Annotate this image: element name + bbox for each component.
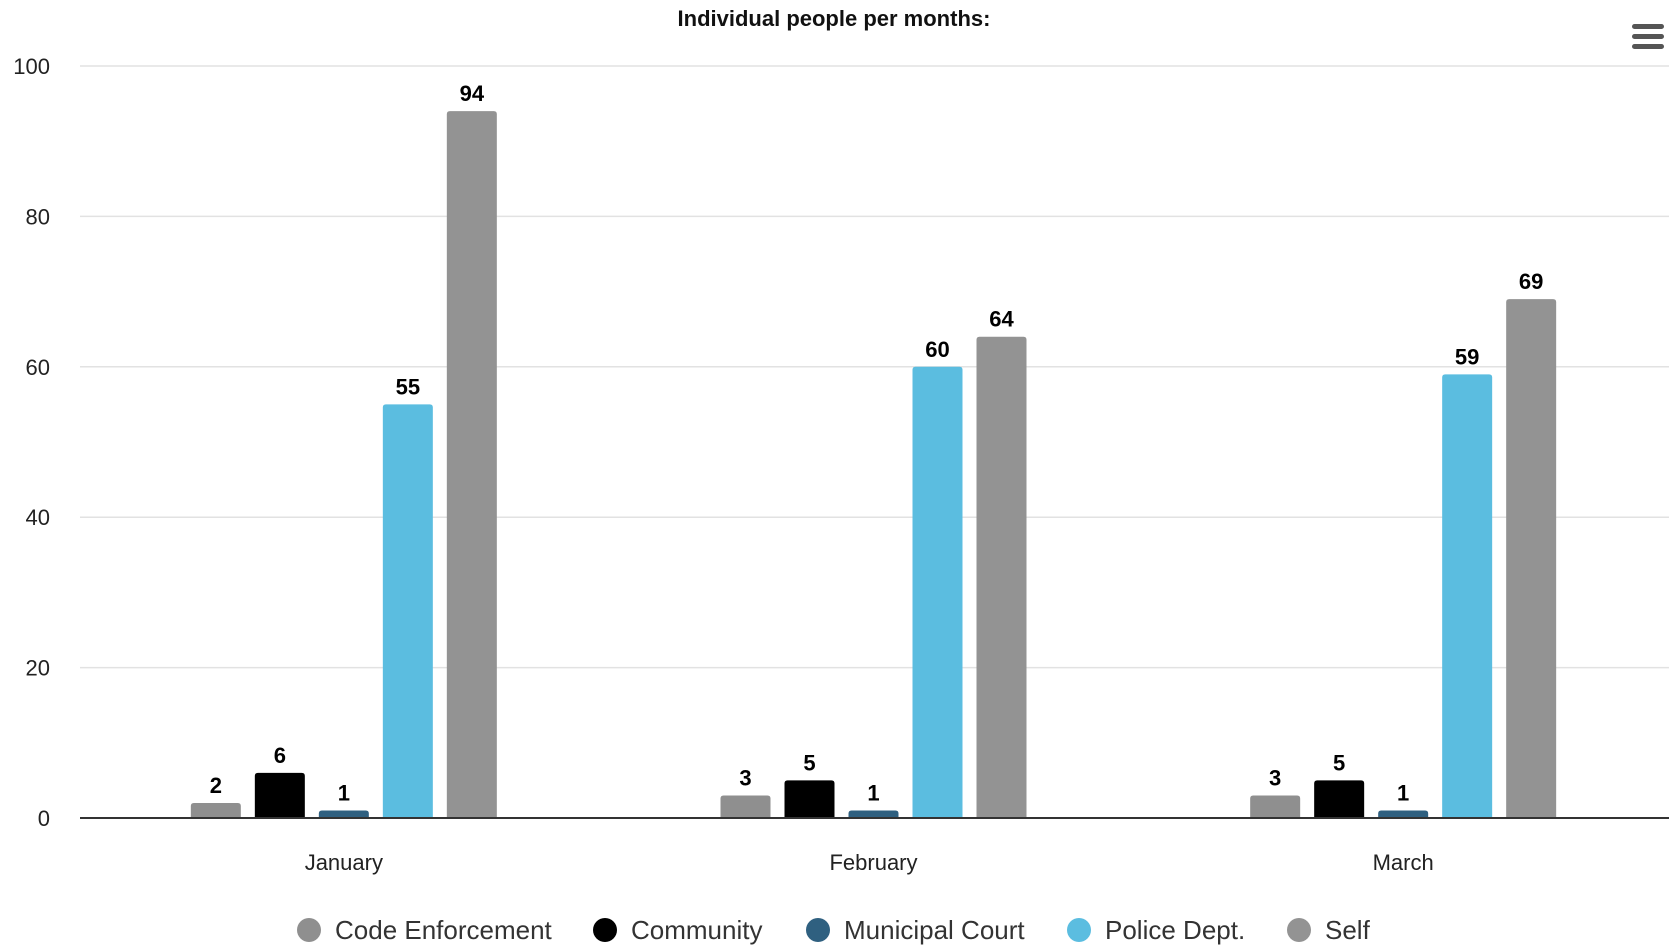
data-label: 55: [396, 374, 420, 399]
data-label: 69: [1519, 269, 1543, 294]
data-label: 60: [925, 337, 949, 362]
bar[interactable]: [1378, 810, 1429, 818]
gridlines: [80, 65, 1669, 669]
data-label: 59: [1455, 344, 1479, 369]
legend-marker: [593, 918, 617, 942]
chart-title: Individual people per months:: [678, 6, 991, 31]
bar[interactable]: [1442, 374, 1493, 818]
hamburger-menu-icon[interactable]: [1620, 14, 1668, 62]
legend-marker: [1287, 918, 1311, 942]
x-tick-label: February: [829, 850, 917, 875]
data-label: 94: [460, 81, 485, 106]
y-tick-label: 80: [26, 204, 50, 229]
x-tick-label: January: [305, 850, 383, 875]
y-axis-ticks: 0 20 40 60 80 100: [13, 54, 50, 831]
bar[interactable]: [190, 802, 241, 818]
data-label: 5: [1333, 750, 1345, 775]
y-tick-label: 0: [38, 806, 50, 831]
data-label: 1: [1397, 780, 1409, 805]
legend-label: Police Dept.: [1105, 915, 1245, 945]
bar[interactable]: [848, 810, 899, 818]
legend-label: Self: [1325, 915, 1371, 945]
bar[interactable]: [1250, 795, 1301, 818]
legend-marker: [1067, 918, 1091, 942]
legend-item[interactable]: Police Dept.: [1067, 915, 1245, 945]
bar[interactable]: [446, 111, 497, 819]
y-tick-label: 60: [26, 355, 50, 380]
bar[interactable]: [720, 795, 771, 818]
data-label: 6: [274, 743, 286, 768]
bar[interactable]: [976, 336, 1027, 818]
data-label: 3: [1269, 765, 1281, 790]
data-labels: 2 6 1 55 94 3 5 1 60 64 3 5 1 59 69: [210, 81, 1544, 805]
legend-label: Municipal Court: [844, 915, 1025, 945]
bar[interactable]: [318, 810, 369, 818]
bar[interactable]: [1314, 780, 1365, 818]
bar[interactable]: [912, 366, 963, 818]
legend-marker: [806, 918, 830, 942]
bar[interactable]: [254, 772, 305, 818]
bar[interactable]: [1506, 299, 1557, 818]
y-tick-label: 20: [26, 656, 50, 681]
legend-item[interactable]: Municipal Court: [806, 915, 1025, 945]
legend-item[interactable]: Self: [1287, 915, 1371, 945]
legend[interactable]: Code Enforcement Community Municipal Court…: [297, 915, 1371, 945]
legend-marker: [297, 918, 321, 942]
data-label: 1: [338, 780, 350, 805]
legend-label: Community: [631, 915, 762, 945]
bar[interactable]: [382, 404, 433, 818]
data-label: 1: [867, 780, 879, 805]
y-tick-label: 40: [26, 505, 50, 530]
data-label: 5: [803, 750, 815, 775]
legend-item[interactable]: Code Enforcement: [297, 915, 553, 945]
data-label: 2: [210, 773, 222, 798]
legend-item[interactable]: Community: [593, 915, 762, 945]
data-label: 3: [739, 765, 751, 790]
x-tick-label: March: [1373, 850, 1434, 875]
y-tick-label: 100: [13, 54, 50, 79]
legend-label: Code Enforcement: [335, 915, 553, 945]
bar[interactable]: [784, 780, 835, 818]
bars: [190, 111, 1557, 819]
x-axis-ticks: January February March: [305, 850, 1434, 875]
data-label: 64: [989, 307, 1014, 332]
